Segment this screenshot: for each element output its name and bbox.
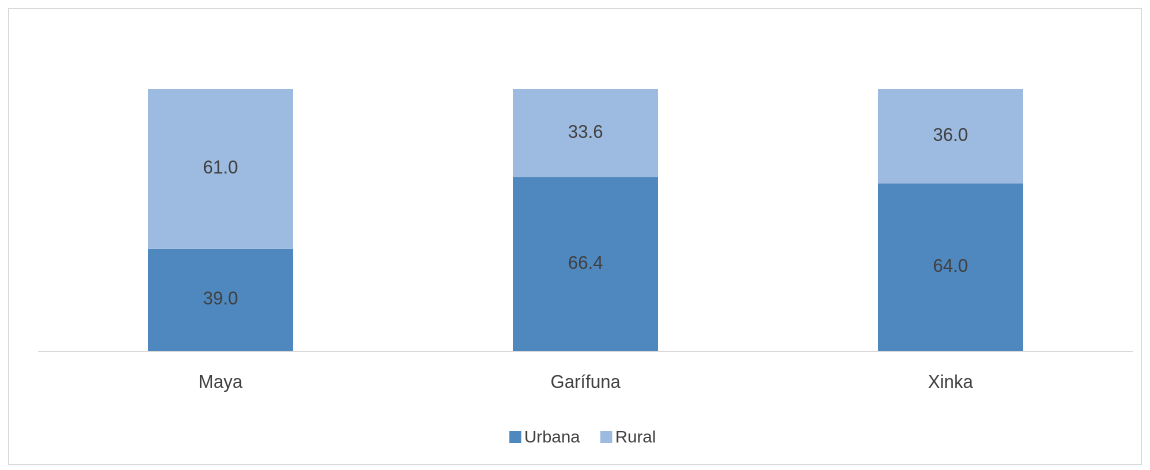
x-tick-label: Maya [198, 372, 243, 392]
data-label: 36.0 [933, 125, 968, 145]
x-tick-label: Xinka [928, 372, 974, 392]
legend-swatch [600, 431, 613, 443]
data-label: 33.6 [568, 122, 603, 142]
legend-label: Urbana [524, 427, 580, 446]
data-label: 61.0 [203, 158, 238, 178]
bar-segment [513, 89, 658, 178]
data-label: 66.4 [568, 253, 603, 273]
data-label: 64.0 [933, 256, 968, 276]
legend-swatch [509, 431, 522, 443]
bar-segment [878, 183, 1023, 351]
bar-segment [148, 248, 293, 351]
bar-segment [148, 89, 293, 249]
bar-segment [513, 177, 658, 351]
legend-label: Rural [615, 427, 656, 446]
data-label: 39.0 [203, 289, 238, 309]
x-tick-label: Garífuna [550, 372, 621, 392]
bar-segment [878, 89, 1023, 184]
